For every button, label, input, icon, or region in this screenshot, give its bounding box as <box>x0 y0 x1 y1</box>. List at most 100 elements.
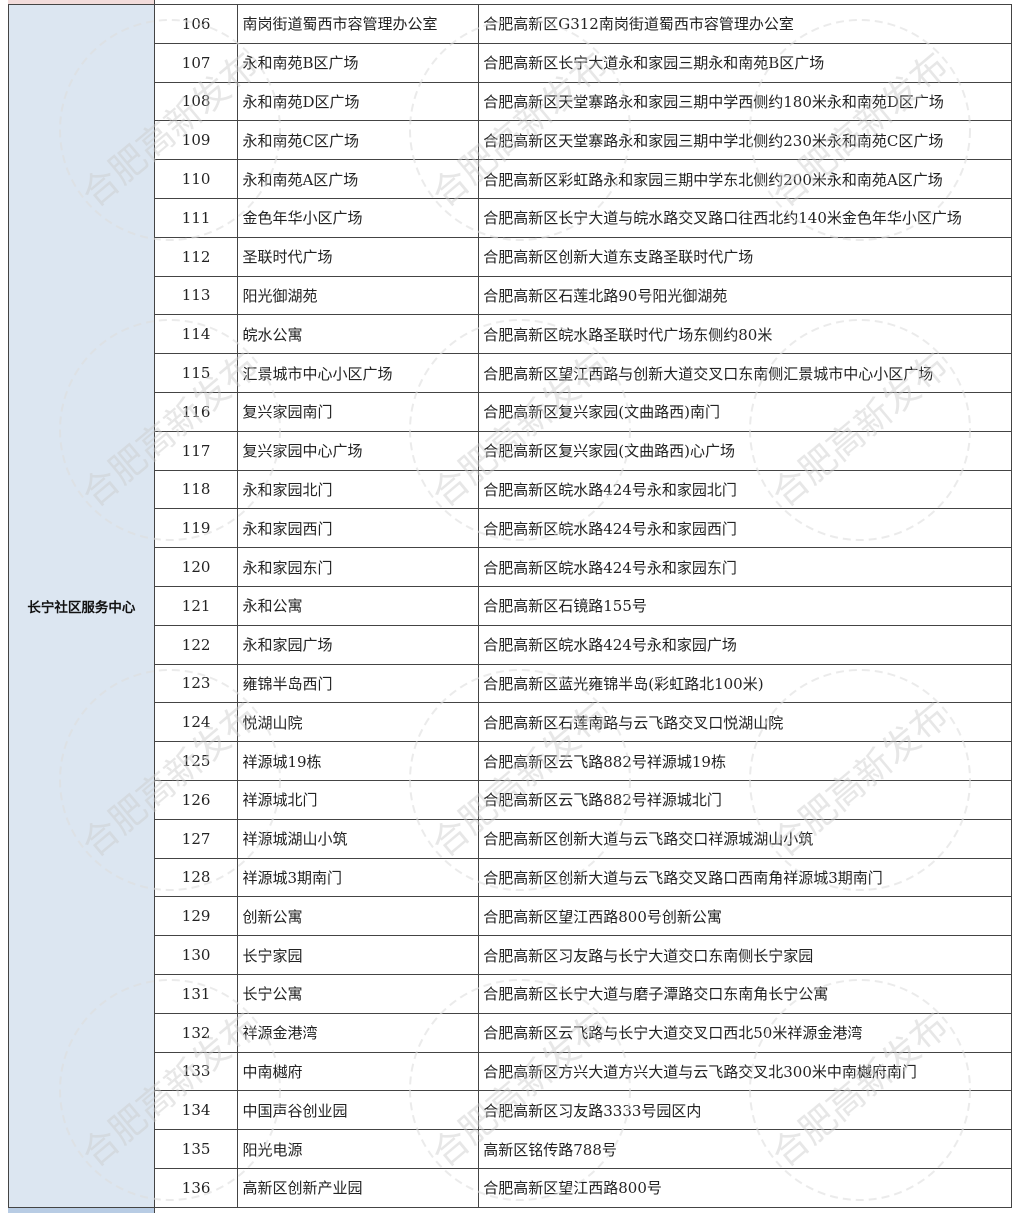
row-number: 110 <box>153 159 239 199</box>
site-address: 合肥高新区复兴家园(文曲路西)心广场 <box>478 430 1012 471</box>
site-name: 阳光电源 <box>237 1129 480 1169</box>
table-row: 125 祥源城19栋 合肥高新区云飞路882号祥源城19栋 <box>9 741 1012 781</box>
site-address: 合肥高新区天堂寨路永和家园三期中学北侧约230米永和南苑C区广场 <box>478 120 1012 161</box>
table-row: 117 复兴家园中心广场 合肥高新区复兴家园(文曲路西)心广场 <box>9 430 1012 471</box>
site-address: 合肥高新区云飞路与长宁大道交叉口西北50米祥源金港湾 <box>478 1012 1012 1053</box>
site-name: 永和家园广场 <box>237 624 480 665</box>
table-row: 109 永和南苑C区广场 合肥高新区天堂寨路永和家园三期中学北侧约230米永和南苑C… <box>9 120 1012 161</box>
site-address: 合肥高新区天堂寨路永和家园三期中学西侧约180米永和南苑D区广场 <box>478 81 1012 122</box>
row-number: 134 <box>153 1090 239 1131</box>
row-number: 120 <box>153 547 239 587</box>
site-address: 合肥高新区皖水路424号永和家园广场 <box>478 624 1012 665</box>
site-address: 合肥高新区皖水路424号永和家园北门 <box>478 469 1012 510</box>
site-name: 祥源城19栋 <box>237 741 480 781</box>
site-address: 合肥高新区望江西路与创新大道交叉口东南侧汇景城市中心小区广场 <box>478 353 1012 393</box>
table-row: 119 永和家园西门 合肥高新区皖水路424号永和家园西门 <box>9 508 1012 549</box>
table-row: 120 永和家园东门 合肥高新区皖水路424号永和家园东门 <box>9 547 1012 587</box>
site-name: 永和公寓 <box>237 585 480 626</box>
table-row: 128 祥源城3期南门 合肥高新区创新大道与云飞路交叉路口西南角祥源城3期南门 <box>9 857 1012 898</box>
row-number: 111 <box>153 197 239 238</box>
table-row: 114 皖水公寓 合肥高新区皖水路圣联时代广场东侧约80米 <box>9 314 1012 355</box>
row-number: 133 <box>153 1051 239 1092</box>
row-number: 128 <box>153 857 239 898</box>
table-row: 118 永和家园北门 合肥高新区皖水路424号永和家园北门 <box>9 469 1012 510</box>
row-number: 130 <box>153 935 239 975</box>
site-address: 合肥高新区皖水路424号永和家园东门 <box>478 547 1012 587</box>
site-address: 合肥高新区长宁大道与磨子潭路交口东南角长宁公寓 <box>478 973 1012 1014</box>
site-address: 合肥高新区望江西路800号创新公寓 <box>478 896 1012 937</box>
row-number: 117 <box>153 430 239 471</box>
table-body: 长宁社区服务中心 106 南岗街道蜀西市容管理办公室 合肥高新区G312南岗街道蜀西市… <box>8 4 1012 1208</box>
site-name: 阳光御湖苑 <box>237 275 480 316</box>
table-row: 133 中南樾府 合肥高新区方兴大道方兴大道与云飞路交叉北300米中南樾府南门 <box>9 1051 1012 1092</box>
row-number: 119 <box>153 508 239 549</box>
row-number: 116 <box>153 391 239 432</box>
next-row-edge <box>0 1208 1012 1213</box>
table-row: 112 圣联时代广场 合肥高新区创新大道东支路圣联时代广场 <box>9 236 1012 277</box>
site-address: 合肥高新区长宁大道永和家园三期永和南苑B区广场 <box>478 42 1012 83</box>
site-address: 合肥高新区方兴大道方兴大道与云飞路交叉北300米中南樾府南门 <box>478 1051 1012 1092</box>
site-name: 中南樾府 <box>237 1051 480 1092</box>
site-name: 长宁家园 <box>237 935 480 975</box>
site-name: 中国声谷创业园 <box>237 1090 480 1131</box>
row-number: 129 <box>153 896 239 937</box>
site-address: 合肥高新区云飞路882号祥源城19栋 <box>478 741 1012 781</box>
row-number: 127 <box>153 818 239 859</box>
table-row: 136 高新区创新产业园 合肥高新区望江西路800号 <box>9 1167 1012 1208</box>
site-address: 合肥高新区习友路与长宁大道交口东南侧长宁家园 <box>478 935 1012 975</box>
table-row: 135 阳光电源 高新区铭传路788号 <box>9 1129 1012 1169</box>
group-label: 长宁社区服务中心 <box>8 4 155 1208</box>
next-group-cell <box>8 1208 155 1213</box>
row-number: 123 <box>153 663 239 704</box>
table-row: 116 复兴家园南门 合肥高新区复兴家园(文曲路西)南门 <box>9 391 1012 432</box>
previous-group-cell <box>8 0 155 4</box>
row-number: 106 <box>153 4 239 44</box>
table-row: 131 长宁公寓 合肥高新区长宁大道与磨子潭路交口东南角长宁公寓 <box>9 973 1012 1014</box>
row-number: 118 <box>153 469 239 510</box>
site-name: 复兴家园南门 <box>237 391 480 432</box>
row-number: 125 <box>153 741 239 781</box>
row-number: 114 <box>153 314 239 355</box>
site-address: 合肥高新区蓝光雍锦半岛(彩虹路北100米) <box>478 663 1012 704</box>
table-row: 115 汇景城市中心小区广场 合肥高新区望江西路与创新大道交叉口东南侧汇景城市中心小… <box>9 353 1012 393</box>
site-address: 高新区铭传路788号 <box>478 1129 1012 1169</box>
site-name: 汇景城市中心小区广场 <box>237 353 480 393</box>
table-row: 122 永和家园广场 合肥高新区皖水路424号永和家园广场 <box>9 624 1012 665</box>
row-number: 132 <box>153 1012 239 1053</box>
site-address: 合肥高新区习友路3333号园区内 <box>478 1090 1012 1131</box>
site-address: 合肥高新区皖水路圣联时代广场东侧约80米 <box>478 314 1012 355</box>
site-name: 永和南苑B区广场 <box>237 42 480 83</box>
table-row: 113 阳光御湖苑 合肥高新区石莲北路90号阳光御湖苑 <box>9 275 1012 316</box>
site-address: 合肥高新区G312南岗街道蜀西市容管理办公室 <box>478 4 1012 44</box>
site-address: 合肥高新区创新大道与云飞路交叉路口西南角祥源城3期南门 <box>478 857 1012 898</box>
row-number: 131 <box>153 973 239 1014</box>
site-name: 祥源城3期南门 <box>237 857 480 898</box>
site-name: 金色年华小区广场 <box>237 197 480 238</box>
table-row: 111 金色年华小区广场 合肥高新区长宁大道与皖水路交叉路口往西北约140米金色年华… <box>9 197 1012 238</box>
row-number: 109 <box>153 120 239 161</box>
site-name: 复兴家园中心广场 <box>237 430 480 471</box>
row-number: 113 <box>153 275 239 316</box>
site-name: 永和南苑A区广场 <box>237 159 480 199</box>
table-row: 132 祥源金港湾 合肥高新区云飞路与长宁大道交叉口西北50米祥源金港湾 <box>9 1012 1012 1053</box>
table-row: 126 祥源城北门 合肥高新区云飞路882号祥源城北门 <box>9 779 1012 820</box>
row-number: 122 <box>153 624 239 665</box>
row-number: 112 <box>153 236 239 277</box>
row-number: 135 <box>153 1129 239 1169</box>
site-name: 创新公寓 <box>237 896 480 937</box>
table-row: 134 中国声谷创业园 合肥高新区习友路3333号园区内 <box>9 1090 1012 1131</box>
site-address: 合肥高新区石莲北路90号阳光御湖苑 <box>478 275 1012 316</box>
location-table: 长宁社区服务中心 106 南岗街道蜀西市容管理办公室 合肥高新区G312南岗街道蜀西市… <box>8 4 1012 1208</box>
row-number: 126 <box>153 779 239 820</box>
table-row: 121 永和公寓 合肥高新区石镜路155号 <box>9 585 1012 626</box>
row-number: 124 <box>153 702 239 743</box>
site-address: 合肥高新区石莲南路与云飞路交叉口悦湖山院 <box>478 702 1012 743</box>
previous-row-edge <box>0 0 1012 4</box>
row-number: 107 <box>153 42 239 83</box>
site-address: 合肥高新区皖水路424号永和家园西门 <box>478 508 1012 549</box>
site-name: 祥源金港湾 <box>237 1012 480 1053</box>
site-name: 祥源城北门 <box>237 779 480 820</box>
table-row: 110 永和南苑A区广场 合肥高新区彩虹路永和家园三期中学东北侧约200米永和南苑A… <box>9 159 1012 199</box>
table-row: 124 悦湖山院 合肥高新区石莲南路与云飞路交叉口悦湖山院 <box>9 702 1012 743</box>
table-row: 108 永和南苑D区广场 合肥高新区天堂寨路永和家园三期中学西侧约180米永和南苑D… <box>9 81 1012 122</box>
